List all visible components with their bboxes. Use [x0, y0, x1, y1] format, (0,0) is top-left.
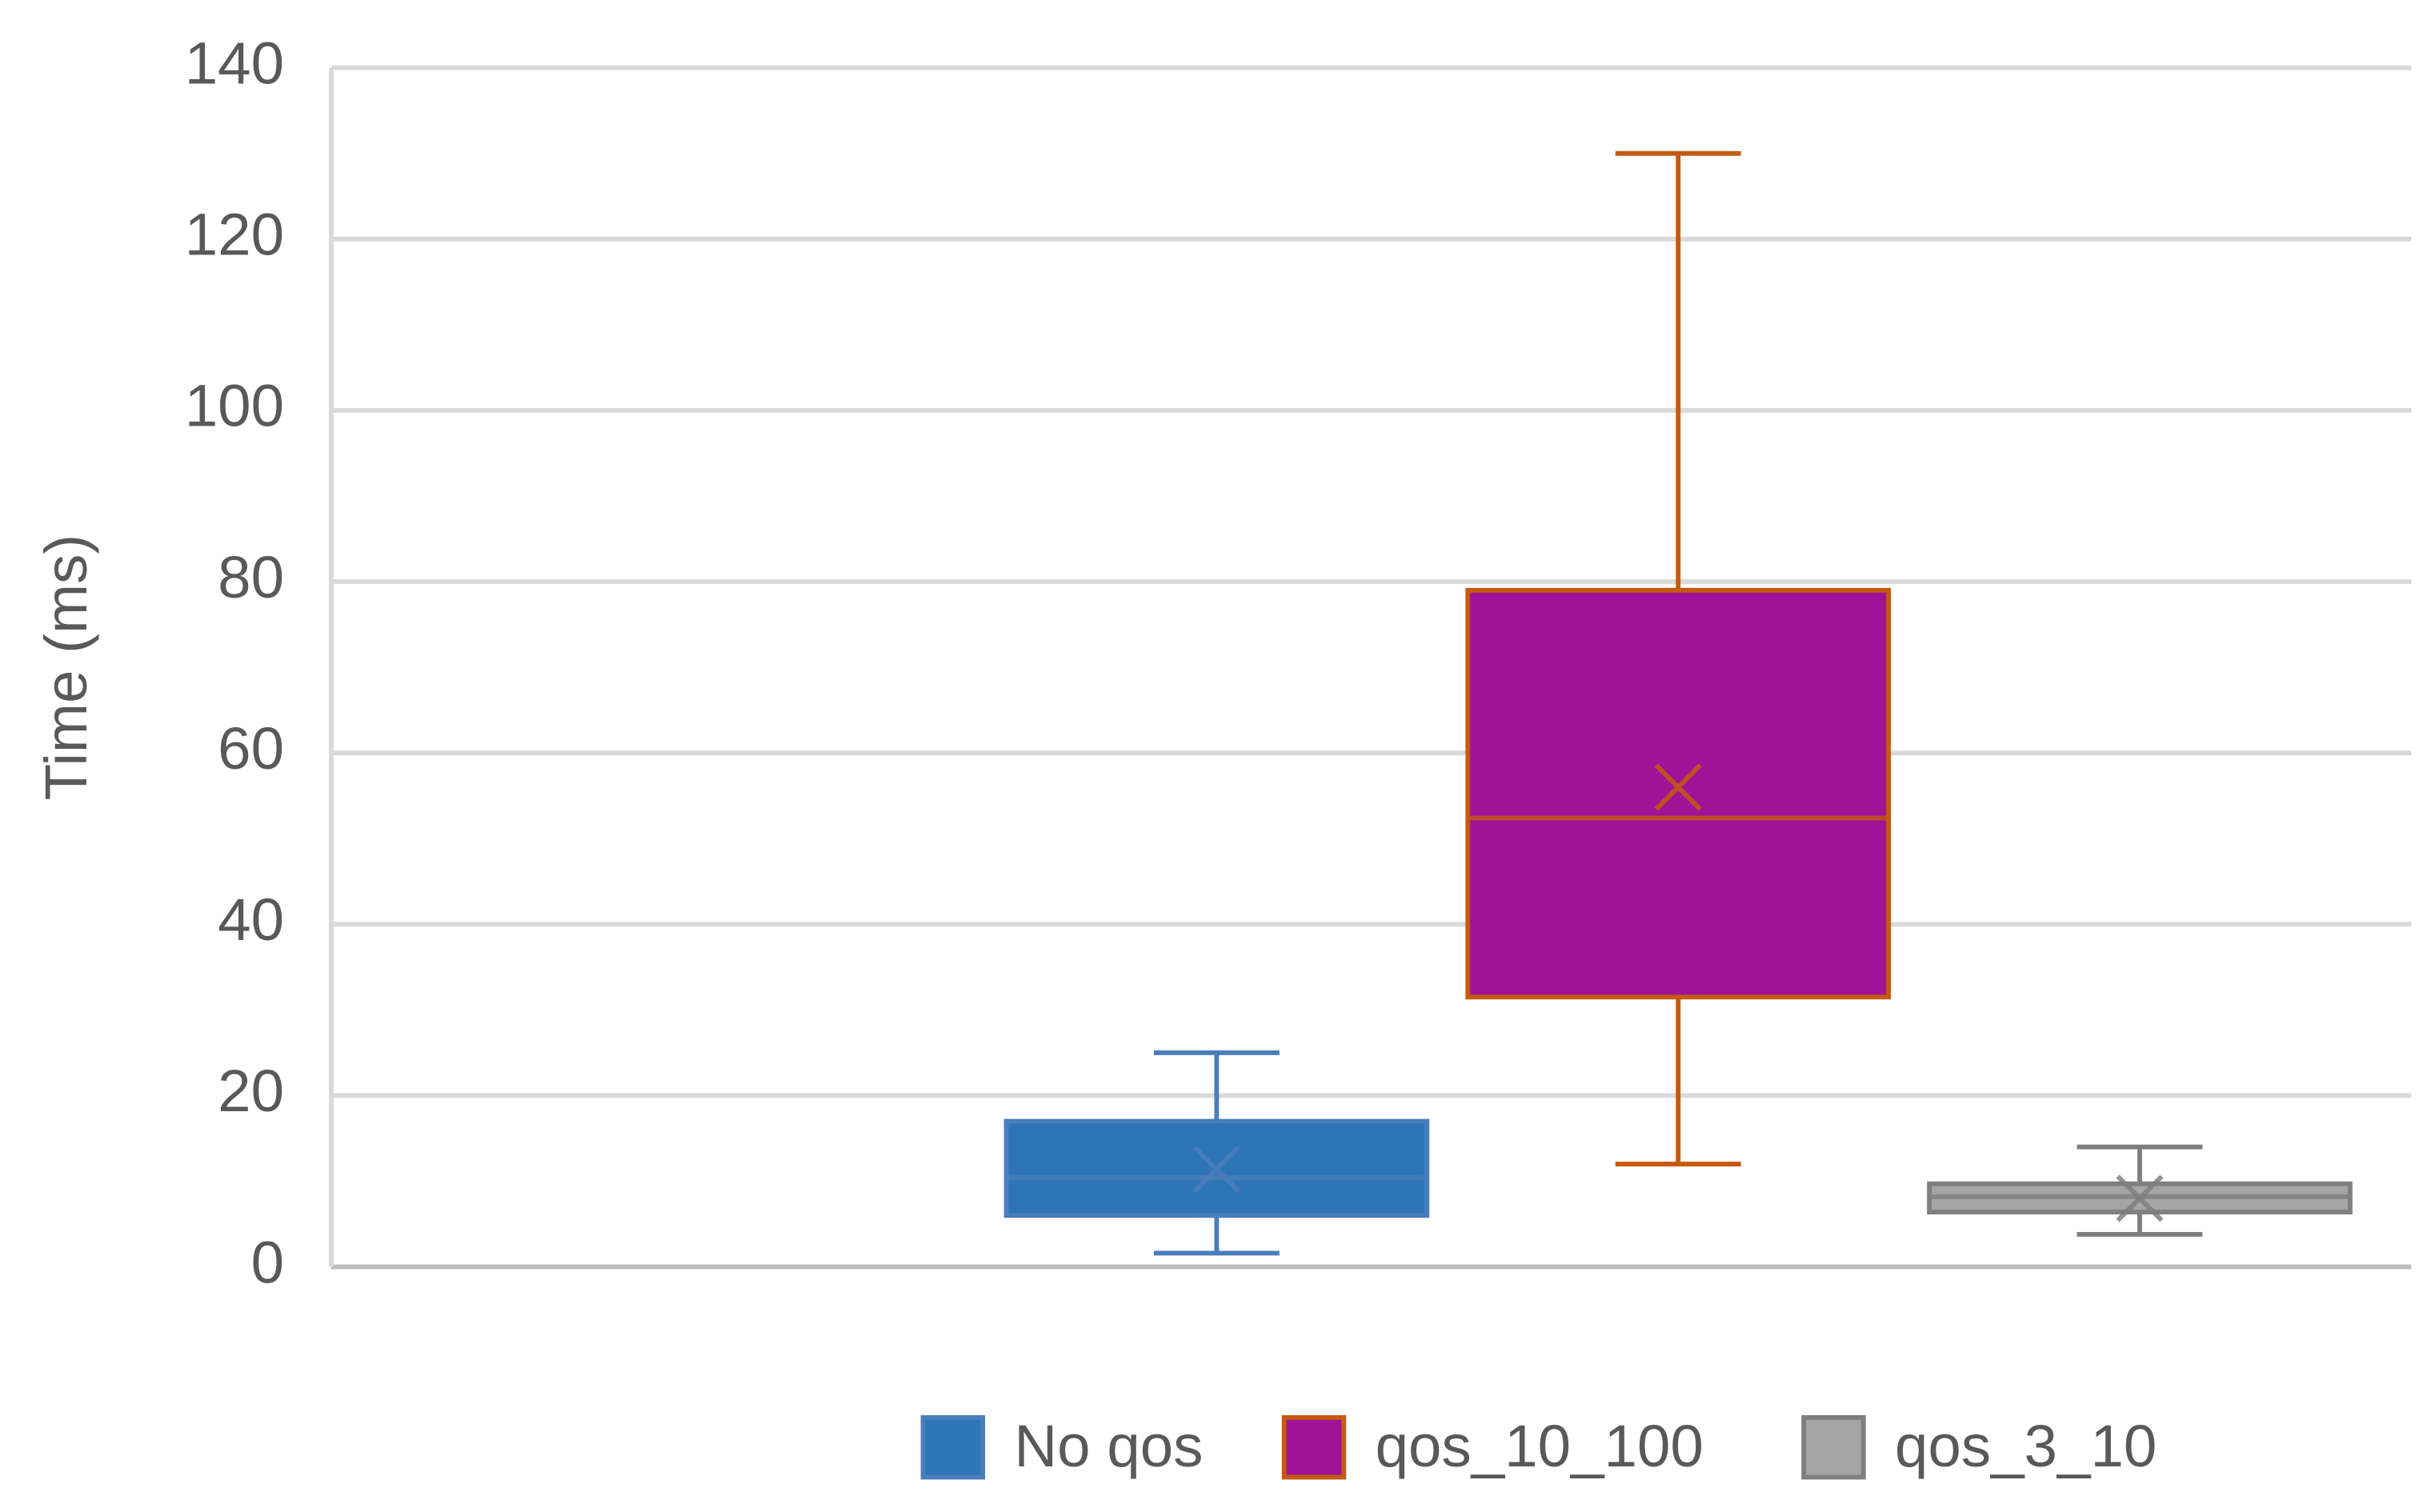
mean-marker [1192, 1145, 1240, 1194]
legend-swatch [920, 1414, 986, 1480]
legend-label: qos_3_10 [1895, 1413, 2157, 1479]
legend-swatch [1801, 1414, 1866, 1480]
y-tick-label: 80 [218, 544, 284, 610]
mean-marker [1654, 763, 1702, 811]
mean-marker [2116, 1174, 2164, 1222]
y-tick-label: 40 [218, 886, 284, 953]
legend-label: qos_10_100 [1376, 1413, 1704, 1479]
box [1465, 587, 1892, 1000]
y-tick-label: 60 [218, 715, 284, 782]
y-tick-label: 100 [185, 373, 284, 439]
legend-label: No qos [1014, 1413, 1203, 1479]
y-tick-label: 120 [185, 202, 284, 268]
legend-swatch [1281, 1414, 1347, 1480]
y-tick-label: 20 [218, 1058, 284, 1124]
y-tick-label: 0 [251, 1229, 284, 1295]
y-axis-label: Time (ms) [33, 534, 99, 801]
y-tick-label: 140 [185, 30, 284, 96]
